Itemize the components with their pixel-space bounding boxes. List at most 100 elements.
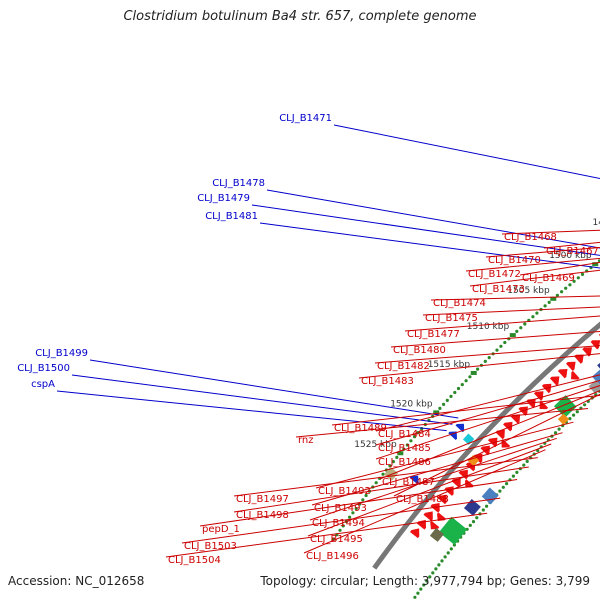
inner-scale-dot bbox=[446, 551, 450, 555]
gene-leader-line bbox=[307, 443, 552, 537]
gene-label[interactable]: CLJ_B1496 bbox=[306, 551, 359, 562]
outer-scale-dot bbox=[499, 344, 503, 348]
gene-label[interactable]: CLJ_B1481 bbox=[205, 211, 258, 222]
gene-label[interactable]: CLJ_B1472 bbox=[468, 269, 521, 280]
outer-scale-dot bbox=[487, 356, 491, 360]
gene-arrow bbox=[465, 479, 474, 488]
gene-leader-line bbox=[233, 466, 529, 513]
gene-label[interactable]: CLJ_B1486 bbox=[378, 457, 431, 468]
gene-arrow bbox=[503, 421, 513, 432]
gene-label[interactable]: CLJ_B1497 bbox=[236, 494, 289, 505]
gene-label[interactable]: cspA bbox=[31, 379, 55, 390]
gene-label[interactable]: CLJ_B1489 bbox=[334, 423, 387, 434]
outer-scale-dot bbox=[515, 329, 519, 333]
gene-label[interactable]: rnz bbox=[298, 435, 314, 446]
gene-leader-line bbox=[374, 345, 600, 364]
gene-label[interactable]: CLJ_B1471 bbox=[279, 113, 332, 124]
gene-label[interactable]: CLJ_B1470 bbox=[488, 255, 541, 266]
gene-label[interactable]: CLJ_B1479 bbox=[197, 193, 250, 204]
outer-scale-dot bbox=[438, 406, 442, 410]
cds-block bbox=[384, 466, 399, 481]
gene-arrow bbox=[566, 361, 576, 371]
gene-label[interactable]: CLJ_B1478 bbox=[212, 178, 265, 189]
inner-scale-dot bbox=[522, 463, 526, 467]
outer-scale-dot bbox=[495, 348, 499, 352]
inner-scale-dot bbox=[440, 559, 444, 563]
gene-label[interactable]: CLJ_B1473 bbox=[472, 284, 525, 295]
gene-leader-line bbox=[295, 408, 589, 438]
major-tick-mark bbox=[550, 296, 557, 301]
gene-label[interactable]: CLJ_B1499 bbox=[35, 348, 88, 359]
outer-scale-dot bbox=[464, 379, 468, 383]
inner-scale-dot bbox=[501, 485, 505, 489]
outer-scale-dot bbox=[503, 340, 507, 345]
outer-scale-dot bbox=[395, 455, 399, 459]
gene-label[interactable]: CLJ_B1484 bbox=[378, 429, 431, 440]
gene-label[interactable]: CLJ_B1503 bbox=[184, 541, 237, 552]
gene-arrow bbox=[430, 520, 440, 530]
gene-label[interactable]: CLJ_B1487 bbox=[382, 477, 435, 488]
major-tick-mark bbox=[433, 410, 440, 415]
gene-leader-line bbox=[393, 393, 600, 497]
accession-text: Accession: NC_012658 bbox=[8, 574, 145, 588]
gene-label[interactable]: CLJ_B1498 bbox=[236, 510, 289, 521]
major-tick-mark bbox=[470, 370, 477, 375]
gene-label[interactable]: CLJ_B1504 bbox=[168, 555, 221, 566]
outer-scale-dot bbox=[572, 279, 576, 283]
gene-label[interactable]: CLJ_B1477 bbox=[407, 329, 460, 340]
gene-label[interactable]: CLJ_B1488 bbox=[396, 494, 449, 505]
outer-scale-dot bbox=[388, 464, 392, 468]
gene-leader-line bbox=[404, 315, 600, 332]
gene-leader-line bbox=[331, 394, 600, 426]
outer-scale-dot bbox=[381, 472, 385, 476]
gene-arrow bbox=[539, 400, 549, 410]
gene-arrow bbox=[549, 376, 560, 386]
gene-leader-line bbox=[259, 222, 600, 269]
outer-scale-dot bbox=[364, 493, 368, 498]
inner-scale-dot bbox=[568, 417, 572, 421]
inner-scale-dot bbox=[583, 403, 587, 407]
outer-scale-dot bbox=[476, 367, 480, 371]
gene-leader-line bbox=[199, 479, 518, 527]
gene-leader-line bbox=[519, 261, 600, 276]
inner-scale-dot bbox=[434, 567, 438, 571]
outer-scale-dot bbox=[576, 276, 580, 280]
gene-label[interactable]: CLJ_B1485 bbox=[378, 443, 431, 454]
gene-label[interactable]: CLJ_B1480 bbox=[393, 345, 446, 356]
gene-label[interactable]: CLJ_B1469 bbox=[522, 273, 575, 284]
inner-scale-dot bbox=[471, 520, 476, 524]
inner-scale-dot bbox=[557, 427, 561, 431]
gene-label[interactable]: CLJ_B1493 bbox=[314, 503, 367, 514]
gene-label[interactable]: CLJ_B1474 bbox=[433, 298, 486, 309]
inner-scale-dot bbox=[449, 547, 453, 551]
gene-leader-line bbox=[375, 385, 600, 460]
cds-block bbox=[438, 516, 468, 545]
gene-leader-line bbox=[430, 295, 600, 301]
inner-scale-dot bbox=[431, 571, 435, 575]
inner-scale-dot bbox=[452, 543, 456, 547]
gene-label[interactable]: CLJ_B1492 bbox=[318, 486, 371, 497]
scale-tick-label: 1515 kbp bbox=[428, 360, 471, 370]
outer-scale-dot bbox=[449, 394, 453, 398]
gene-leader-line bbox=[89, 359, 459, 419]
gene-label[interactable]: CLJ_B1482 bbox=[377, 361, 430, 372]
gene-leader-line bbox=[422, 306, 600, 316]
gene-label[interactable]: CLJ_B1475 bbox=[425, 313, 478, 324]
inner-scale-dot bbox=[422, 583, 426, 587]
major-tick-mark bbox=[397, 451, 404, 456]
scale-tick-label: 1510 kbp bbox=[467, 322, 510, 332]
gene-label[interactable]: CLJ_B1468 bbox=[504, 232, 557, 243]
gene-label[interactable]: CLJ_B1494 bbox=[312, 518, 365, 529]
gene-label[interactable]: CLJ_B1483 bbox=[361, 376, 414, 387]
gene-label[interactable]: pepD_1 bbox=[202, 524, 240, 535]
outer-scale-dot bbox=[568, 283, 572, 287]
gene-label[interactable]: CLJ_B1500 bbox=[17, 363, 70, 374]
gene-arrow bbox=[574, 354, 584, 364]
outer-scale-dot bbox=[468, 375, 472, 379]
gene-leader-line bbox=[56, 390, 447, 432]
gene-label[interactable]: CLJ_B1467 bbox=[546, 246, 599, 257]
gene-leader-line bbox=[390, 331, 600, 348]
inner-scale-dot bbox=[572, 413, 576, 417]
